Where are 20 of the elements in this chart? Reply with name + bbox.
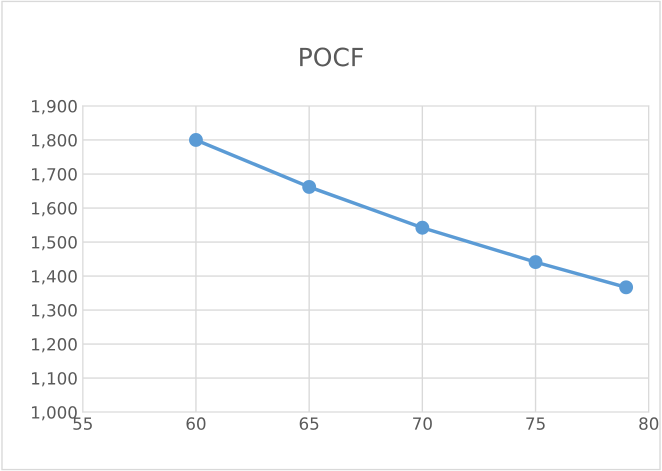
- point: [619, 280, 634, 294]
- x-tick-label: 70: [413, 417, 432, 430]
- point: [189, 133, 203, 147]
- y-tick-label: 1,600: [32, 202, 77, 216]
- y-tick-label: 1,700: [32, 168, 77, 182]
- point: [528, 255, 543, 270]
- y-tick-label: 1,100: [32, 372, 77, 386]
- y-tick-label: 1,800: [32, 134, 77, 148]
- x-tick-label: 60: [186, 417, 206, 430]
- point: [415, 220, 430, 235]
- x-tick-label: 65: [300, 417, 318, 430]
- y-tick-label: 1,500: [32, 236, 77, 250]
- y-tick-label: 1,900: [32, 100, 77, 114]
- y-tick-label: 1,400: [32, 270, 77, 284]
- chart-title: POCF: [300, 48, 363, 66]
- point: [302, 180, 316, 194]
- x-tick-label: 80: [639, 417, 658, 430]
- y-tick-label: 1,300: [32, 304, 77, 318]
- x-tick-label: 75: [526, 418, 545, 430]
- y-tick-label: 1,200: [32, 338, 77, 352]
